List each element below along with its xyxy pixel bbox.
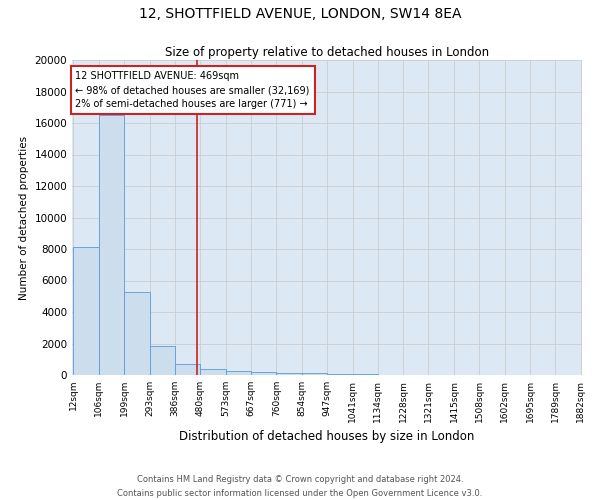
Bar: [302, 372, 327, 375]
Bar: [73, 248, 99, 375]
X-axis label: Distribution of detached houses by size in London: Distribution of detached houses by size …: [179, 430, 475, 444]
Bar: [353, 374, 378, 375]
Title: Size of property relative to detached houses in London: Size of property relative to detached ho…: [165, 46, 489, 59]
Text: 12 SHOTTFIELD AVENUE: 469sqm
← 98% of detached houses are smaller (32,169)
2% of: 12 SHOTTFIELD AVENUE: 469sqm ← 98% of de…: [76, 71, 310, 109]
Bar: [149, 346, 175, 375]
Bar: [175, 364, 200, 375]
Bar: [276, 372, 302, 375]
Bar: [99, 115, 124, 375]
Y-axis label: Number of detached properties: Number of detached properties: [19, 136, 29, 300]
Bar: [124, 292, 149, 375]
Text: Contains HM Land Registry data © Crown copyright and database right 2024.
Contai: Contains HM Land Registry data © Crown c…: [118, 476, 482, 498]
Bar: [251, 372, 276, 375]
Bar: [327, 374, 353, 375]
Text: 12, SHOTTFIELD AVENUE, LONDON, SW14 8EA: 12, SHOTTFIELD AVENUE, LONDON, SW14 8EA: [139, 8, 461, 22]
Bar: [226, 371, 251, 375]
Bar: [200, 370, 226, 375]
